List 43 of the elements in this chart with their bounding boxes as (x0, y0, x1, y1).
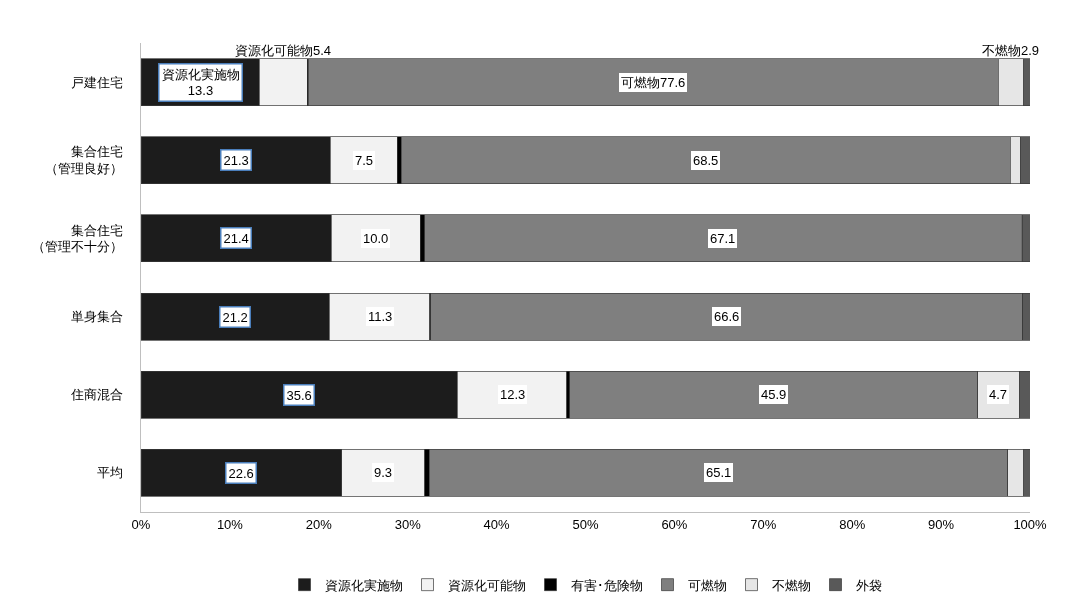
x-tick-label: 70% (750, 516, 777, 532)
x-tick-label: 90% (928, 516, 955, 532)
y-tick-label: 集合住宅（管理不十分） (32, 222, 124, 255)
x-tick-label: 60% (661, 516, 688, 532)
legend-label: 資源化実施物 (324, 577, 403, 593)
legend-label: 資源化可能物 (447, 577, 526, 593)
data-label: 22.6 (228, 465, 254, 481)
legend-label: 外袋 (855, 577, 882, 593)
data-label: 10.0 (363, 231, 389, 246)
y-tick-label: 集合住宅（管理良好） (45, 144, 124, 177)
legend-label: 可燃物 (687, 577, 727, 593)
y-tick-label: 単身集合 (71, 309, 124, 325)
x-tick-label: 80% (839, 516, 866, 532)
x-tick-label: 20% (305, 516, 333, 532)
y-tick-label: 住商混合 (70, 387, 124, 403)
data-label: 11.3 (368, 309, 393, 324)
data-label: 66.6 (714, 309, 740, 324)
data-label: 4.7 (989, 387, 1008, 402)
data-label: 67.1 (710, 231, 736, 246)
data-label: 45.9 (761, 387, 787, 402)
data-label: 68.5 (693, 153, 719, 168)
data-label: 35.6 (286, 387, 312, 403)
x-tick-label: 0% (131, 516, 151, 532)
legend-label: 不燃物 (771, 577, 811, 593)
data-label: 21.4 (223, 230, 249, 246)
x-tick-label: 100% (1013, 516, 1048, 532)
data-label: 9.3 (374, 465, 393, 480)
x-tick-label: 50% (572, 516, 599, 532)
data-label: 7.5 (355, 153, 374, 168)
data-label: 21.2 (222, 309, 248, 325)
data-label: 12.3 (500, 387, 526, 402)
data-label: 65.1 (706, 465, 732, 480)
x-tick-label: 40% (483, 516, 511, 532)
data-label: 可燃物77.6 (621, 75, 686, 90)
x-tick-label: 10% (216, 516, 244, 532)
legend-label: 有害･危険物 (570, 577, 643, 593)
data-label: 資源化実施物 13.3 (161, 66, 240, 99)
y-tick-label: 戸建住宅 (71, 74, 124, 90)
y-tick-label: 平均 (97, 465, 124, 481)
data-label: 不燃物2.9 (982, 43, 1040, 58)
x-tick-label: 30% (394, 516, 422, 532)
data-label: 21.3 (223, 152, 249, 168)
data-label: 資源化可能物5.4 (235, 43, 332, 58)
